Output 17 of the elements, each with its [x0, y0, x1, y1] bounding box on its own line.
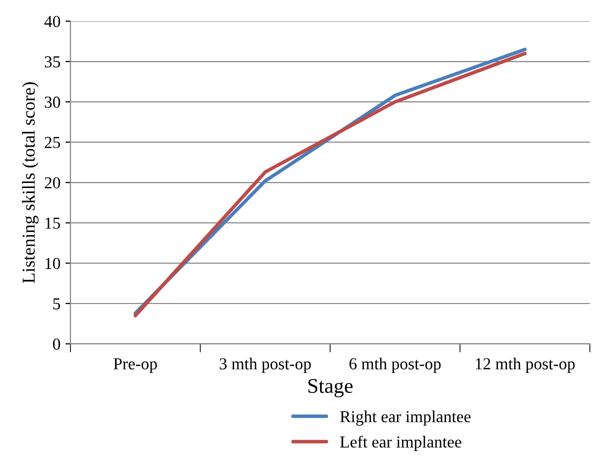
- y-tick-label: 10: [46, 258, 60, 270]
- y-tick-label: 35: [44, 56, 60, 68]
- y-tick-label: 25: [44, 136, 60, 148]
- x-tick-label: Pre-op: [114, 358, 157, 373]
- y-tick-label: 20: [44, 177, 60, 188]
- y-tick-label: 0: [53, 338, 60, 350]
- y-tick-label: 40: [44, 16, 60, 28]
- x-tick-label: 6 mth post-op: [349, 358, 441, 373]
- y-axis-title: Listening skills (total score): [22, 82, 38, 284]
- x-axis-title: Stage: [308, 378, 353, 398]
- legend-label: Left ear implantee: [340, 436, 462, 451]
- x-tick-label: 3 mth post-op: [220, 358, 311, 373]
- x-tick-label: 12 mth post-op: [476, 358, 575, 373]
- y-tick-label: 5: [53, 298, 60, 310]
- y-tick-label: 15: [46, 218, 60, 229]
- legend-label: Right ear implantee: [340, 410, 471, 426]
- y-tick-label: 30: [44, 96, 60, 108]
